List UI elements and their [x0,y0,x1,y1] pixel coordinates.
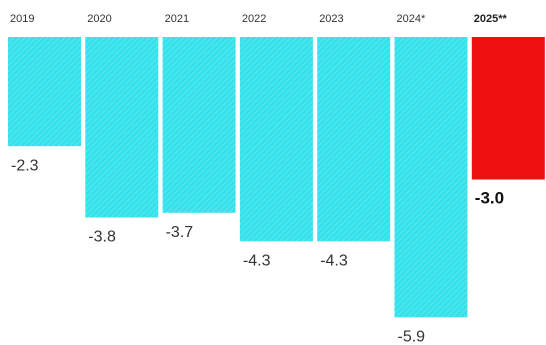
labels-layer: 2019 -2.3 2020 -3.8 2021 -3.7 2022 -4.3 2023 -4.3… [10,13,508,345]
bar-2021 [162,37,236,213]
year-label-2020: 2020 [87,13,111,25]
value-label-2024: -5.9 [398,328,426,345]
value-label-2023: -4.3 [320,252,348,269]
bar-2025 [471,37,545,180]
value-label-2020: -3.8 [88,229,116,246]
year-label-2021: 2021 [165,13,189,25]
value-label-2021: -3.7 [166,224,194,241]
bar-2020 [85,37,159,218]
value-label-2025: -3.0 [475,189,504,208]
bar-2023 [317,37,391,242]
value-label-2019: -2.3 [11,157,39,174]
bar-2019 [8,37,81,147]
bar-2022 [239,37,313,242]
bar-2024 [394,37,468,318]
year-label-2023: 2023 [319,13,343,25]
year-label-2024: 2024* [397,13,426,25]
year-label-2025: 2025** [474,13,508,25]
year-label-2019: 2019 [10,13,34,25]
bars-layer [8,37,545,318]
year-label-2022: 2022 [242,13,266,25]
value-label-2022: -4.3 [243,252,271,269]
